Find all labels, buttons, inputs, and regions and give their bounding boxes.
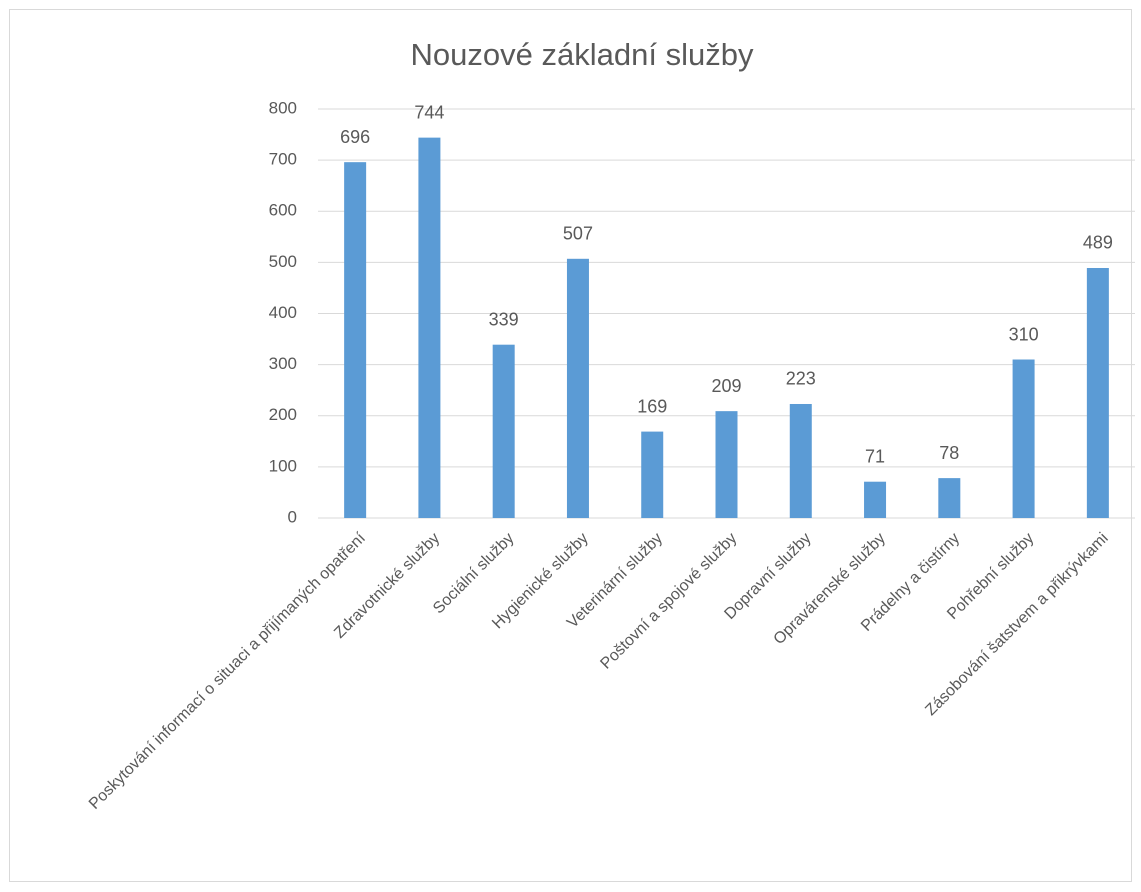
data-label: 223 <box>786 369 816 389</box>
bar <box>566 258 589 518</box>
chart-title: Nouzové základní služby <box>411 37 754 72</box>
y-tick-label: 300 <box>269 354 297 373</box>
y-tick-label: 200 <box>269 405 297 424</box>
y-tick-label: 400 <box>269 303 297 322</box>
bar <box>1012 359 1035 518</box>
chart-border <box>9 9 1132 882</box>
y-tick-label: 0 <box>288 507 297 526</box>
data-label: 71 <box>865 446 885 466</box>
bar <box>418 137 441 518</box>
bar <box>715 411 738 518</box>
data-label: 339 <box>489 309 519 329</box>
y-tick-label: 800 <box>269 98 297 117</box>
x-tick-label: Poskytování informací o situaci a přijím… <box>86 529 369 812</box>
bar <box>492 344 515 518</box>
data-label: 507 <box>563 224 593 244</box>
bar <box>1086 267 1109 518</box>
bar <box>344 162 367 519</box>
y-tick-label: 700 <box>269 150 297 169</box>
data-label: 744 <box>414 102 444 122</box>
data-label: 696 <box>340 127 370 147</box>
data-label: 489 <box>1083 233 1113 253</box>
y-tick-label: 100 <box>269 456 297 475</box>
x-tick-label: Poštovní a spojové služby <box>597 530 740 673</box>
bar <box>864 481 887 518</box>
data-label: 169 <box>637 396 667 416</box>
data-label: 209 <box>711 376 741 396</box>
bar <box>789 403 812 518</box>
y-tick-label: 600 <box>269 201 297 220</box>
bar <box>641 431 664 518</box>
y-tick-label: 500 <box>269 252 297 271</box>
bar <box>938 478 961 518</box>
data-label: 78 <box>939 443 959 463</box>
data-label: 310 <box>1009 324 1039 344</box>
